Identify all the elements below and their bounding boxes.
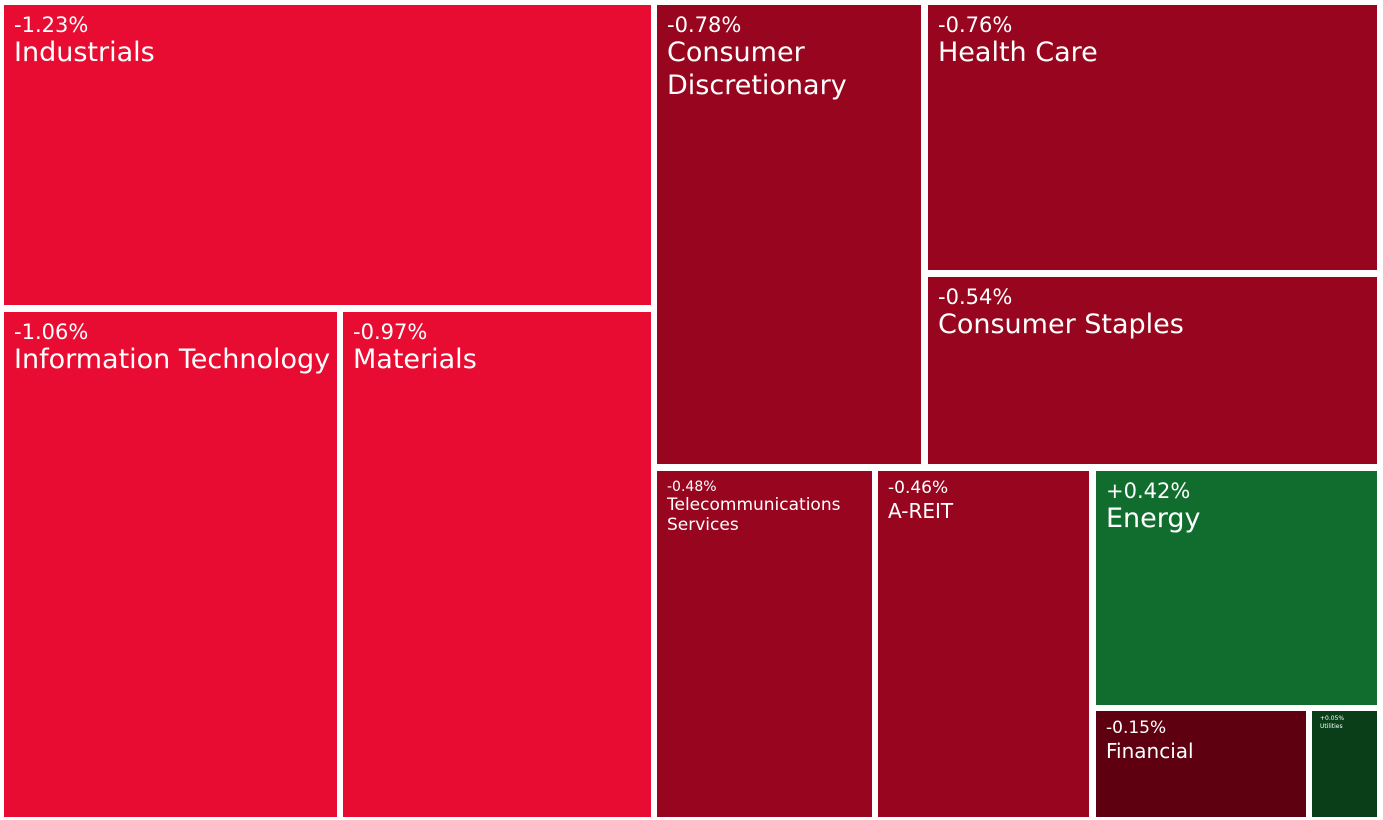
tile-label: -0.97% Materials <box>353 320 645 377</box>
change-label: -0.46% <box>888 478 949 498</box>
change-label: +0.42% <box>1106 479 1191 503</box>
tile-label: -0.48% Telecommunications Services <box>667 479 866 536</box>
sector-name-label: Financial <box>1106 738 1194 763</box>
tile-label: -0.15% Financial <box>1106 718 1300 763</box>
tile-label: -1.23% Industrials <box>14 13 645 70</box>
change-label: -1.23% <box>14 13 89 37</box>
tile-industrials: -1.23% Industrials <box>4 5 651 305</box>
tile-utilities: +0.05% Utilities <box>1312 711 1377 817</box>
tile-consumer-discretionary: -0.78% Consumer Discretionary <box>657 5 921 464</box>
tile-label: +0.05% Utilities <box>1320 715 1371 730</box>
tile-information-technology: -1.06% Information Technology <box>4 312 337 817</box>
tile-financial: -0.15% Financial <box>1096 711 1306 817</box>
change-label: -0.48% <box>667 479 717 495</box>
change-label: -0.15% <box>1106 718 1167 738</box>
sector-name-label: Materials <box>353 344 477 376</box>
change-label: +0.05% <box>1320 715 1345 722</box>
change-label: -1.06% <box>14 320 89 344</box>
tile-label: -0.46% A-REIT <box>888 478 1083 523</box>
change-label: -0.54% <box>938 285 1013 309</box>
sector-name-label: Consumer Discretionary <box>667 37 847 101</box>
sector-name-label: Utilities <box>1320 722 1343 730</box>
tile-materials: -0.97% Materials <box>343 312 651 817</box>
sector-name-label: A-REIT <box>888 498 954 523</box>
tile-label: -1.06% Information Technology <box>14 320 331 377</box>
change-label: -0.97% <box>353 320 428 344</box>
tile-energy: +0.42% Energy <box>1096 471 1377 705</box>
tile-consumer-staples: -0.54% Consumer Staples <box>928 277 1377 464</box>
change-label: -0.76% <box>938 13 1013 37</box>
change-label: -0.78% <box>667 13 742 37</box>
tile-label: +0.42% Energy <box>1106 479 1371 536</box>
sector-name-label: Consumer Staples <box>938 309 1184 341</box>
tile-label: -0.54% Consumer Staples <box>938 285 1371 342</box>
sector-name-label: Energy <box>1106 503 1201 535</box>
tile-label: -0.76% Health Care <box>938 13 1371 70</box>
sector-name-label: Industrials <box>14 37 155 69</box>
sector-name-label: Health Care <box>938 37 1098 69</box>
tile-label: -0.78% Consumer Discretionary <box>667 13 915 102</box>
tile-a-reit: -0.46% A-REIT <box>878 471 1089 817</box>
sector-name-label: Information Technology <box>14 344 331 376</box>
tile-telecommunications-services: -0.48% Telecommunications Services <box>657 471 872 817</box>
sector-name-label: Telecommunications Services <box>667 495 841 536</box>
tile-health-care: -0.76% Health Care <box>928 5 1377 270</box>
